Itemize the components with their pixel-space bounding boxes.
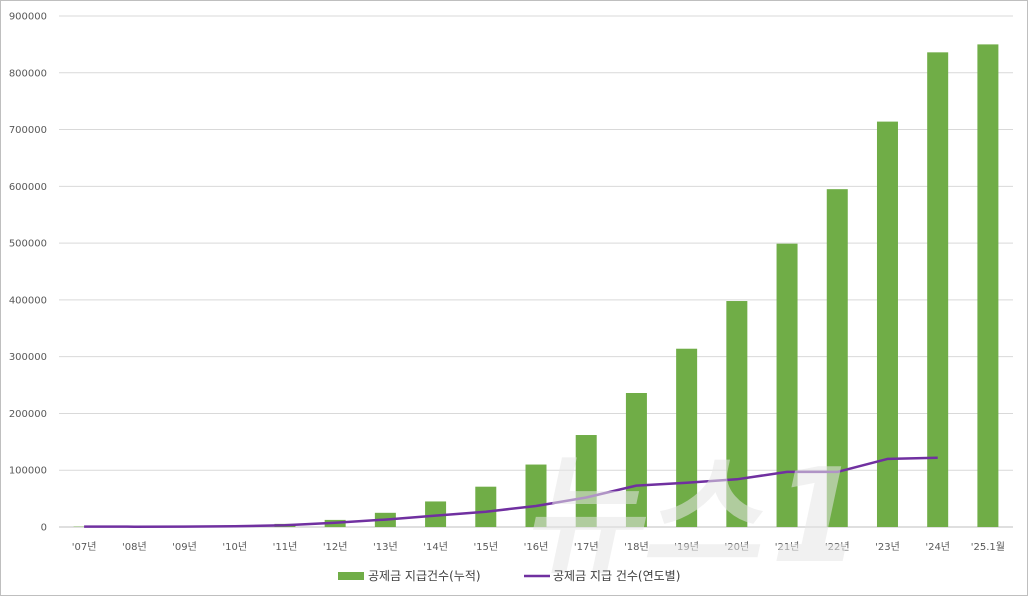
- x-tick-label: '21년: [775, 541, 800, 553]
- y-tick-label: 0: [41, 523, 47, 534]
- y-tick-label: 700000: [9, 125, 47, 136]
- x-tick-label: '24년: [925, 541, 950, 553]
- y-tick-label: 300000: [9, 352, 47, 363]
- x-tick-label: '13년: [373, 541, 398, 553]
- x-tick-label: '20년: [724, 541, 749, 553]
- x-tick-label: '14년: [423, 541, 448, 553]
- legend-label-bar: 공제금 지급건수(누적): [368, 569, 481, 583]
- y-tick-label: 100000: [9, 466, 47, 477]
- bar: [776, 243, 798, 527]
- x-tick-label: '22년: [825, 541, 850, 553]
- legend-label-line: 공제금 지급 건수(연도별): [553, 569, 680, 583]
- x-tick-label: '18년: [624, 541, 649, 553]
- x-tick-label: '12년: [323, 541, 348, 553]
- y-tick-label: 400000: [9, 295, 47, 306]
- x-axis-tick-labels: '07년 '08년 '09년 '10년 '11년 '12년 '13년 '14년 '15년 '16년…: [72, 541, 1005, 553]
- bar-series: [73, 44, 999, 528]
- bar: [425, 501, 447, 527]
- x-tick-label: '16년: [524, 541, 549, 553]
- y-tick-label: 800000: [9, 68, 47, 79]
- bar: [625, 393, 647, 527]
- watermark-logo: 뉴스1: [515, 441, 877, 592]
- x-tick-label: '15년: [473, 541, 498, 553]
- x-tick-label: '08년: [122, 541, 147, 553]
- x-tick-label: '10년: [222, 541, 247, 553]
- x-tick-label: '25.1월: [971, 541, 1005, 553]
- x-tick-label: '23년: [875, 541, 900, 553]
- legend-swatch-bar: [338, 572, 364, 580]
- y-axis-tick-labels: 0 100000 200000 300000 400000 500000 600000 700…: [9, 12, 47, 534]
- gridlines: [59, 15, 1013, 528]
- x-tick-label: '19년: [674, 541, 699, 553]
- x-tick-label: '17년: [574, 541, 599, 553]
- x-tick-label: '09년: [172, 541, 197, 553]
- y-tick-label: 200000: [9, 409, 47, 420]
- bar: [876, 121, 898, 528]
- line-series: [84, 456, 938, 528]
- bar: [726, 301, 748, 527]
- series-line: [84, 456, 938, 528]
- bar: [977, 44, 999, 528]
- bar: [575, 435, 597, 527]
- bar: [525, 464, 547, 527]
- y-tick-label: 500000: [9, 239, 47, 250]
- x-tick-label: '07년: [72, 541, 97, 553]
- bar: [826, 189, 848, 527]
- y-tick-label: 600000: [9, 182, 47, 193]
- y-tick-label: 900000: [9, 12, 47, 23]
- legend: 공제금 지급건수(누적) 공제금 지급 건수(연도별): [338, 569, 680, 583]
- bar: [475, 486, 497, 527]
- x-tick-label: '11년: [273, 541, 298, 553]
- bar: [927, 52, 949, 528]
